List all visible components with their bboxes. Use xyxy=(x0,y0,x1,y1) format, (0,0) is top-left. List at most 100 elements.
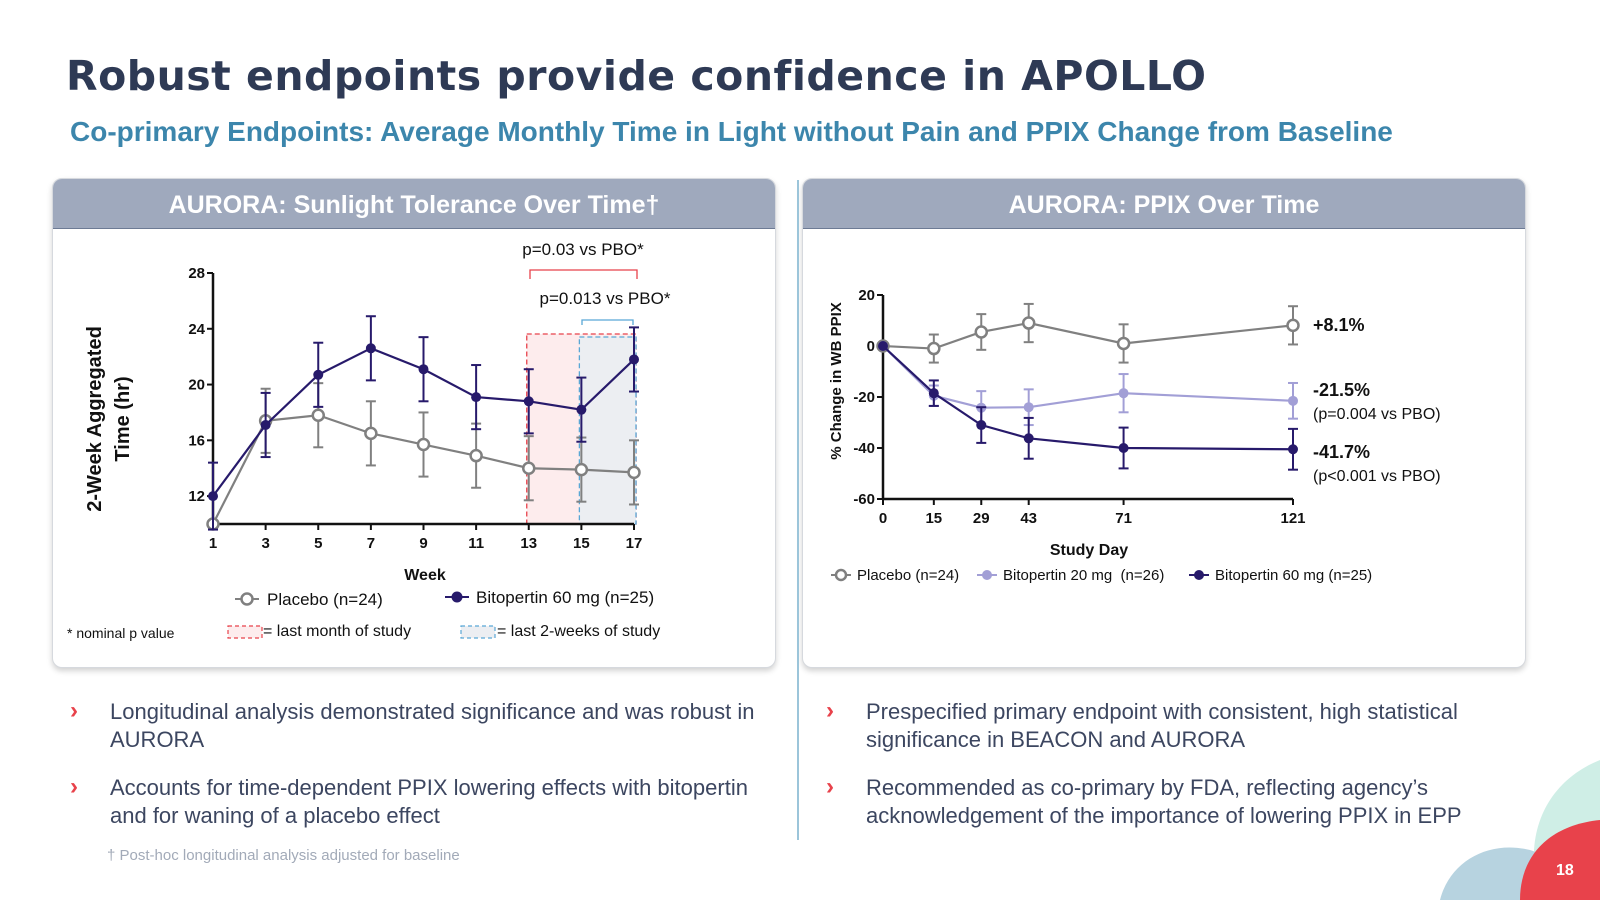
chevron-right-icon: › xyxy=(70,697,78,724)
corner-decoration xyxy=(1440,760,1600,900)
series-line xyxy=(882,345,1294,451)
data-point xyxy=(364,426,378,441)
y-tick-label: 0 xyxy=(867,338,875,355)
column-divider xyxy=(797,180,799,840)
sunlight-tolerance-panel: AURORA: Sunlight Tolerance Over Time† 12… xyxy=(52,178,776,668)
pvalue-month: p=0.03 vs PBO* xyxy=(522,240,644,259)
annotation-bito60-p: (p<0.001 vs PBO) xyxy=(1313,468,1441,485)
data-point xyxy=(260,419,271,430)
x-tick-label: 15 xyxy=(573,535,590,552)
bullet-item: › Accounts for time-dependent PPIX loweri… xyxy=(66,773,766,830)
annotation-placebo: +8.1% xyxy=(1313,315,1365,335)
y-tick-label: -60 xyxy=(853,491,875,508)
pvalue-2weeks-bracket xyxy=(581,319,634,325)
x-tick-label: 7 xyxy=(367,535,375,552)
y-tick-label: 28 xyxy=(188,265,205,282)
bullet-text: Prespecified primary endpoint with consi… xyxy=(866,699,1458,752)
bullet-text: Longitudinal analysis demonstrated signi… xyxy=(110,699,755,752)
data-point xyxy=(522,461,536,475)
x-axis-label-ppix: Study Day xyxy=(1050,542,1128,559)
legend-bito60-label: Bitopertin 60 mg (n=25) xyxy=(476,588,654,607)
x-tick-label: 1 xyxy=(209,535,217,552)
data-point xyxy=(313,369,324,380)
x-tick-label: 5 xyxy=(314,535,322,552)
data-point xyxy=(418,364,429,375)
data-point xyxy=(1288,395,1298,406)
data-point xyxy=(523,396,534,407)
data-point xyxy=(1118,443,1129,453)
x-tick-label: 121 xyxy=(1280,510,1305,527)
chevron-right-icon: › xyxy=(826,773,834,800)
data-point xyxy=(629,354,639,365)
chevron-right-icon: › xyxy=(826,697,834,724)
legend-ppix-bito20-label: Bitopertin 20 mg (n=26) xyxy=(1003,567,1164,584)
x-tick-label: 43 xyxy=(1020,510,1037,527)
data-point xyxy=(469,448,483,463)
y-axis-label-line1: 2-Week Aggregated xyxy=(84,326,106,512)
y-tick-label: 12 xyxy=(188,488,205,505)
x-tick-label: 29 xyxy=(973,510,990,527)
series-0 xyxy=(876,302,1300,364)
data-point xyxy=(928,388,939,399)
data-point xyxy=(416,437,431,452)
page-number: 18 xyxy=(1556,862,1574,879)
data-point xyxy=(311,408,325,422)
data-point xyxy=(927,341,941,356)
data-point xyxy=(1023,402,1034,413)
data-point xyxy=(1286,318,1300,333)
x-tick-label: 3 xyxy=(261,535,269,552)
left-bullets: › Longitudinal analysis demonstrated sign… xyxy=(66,697,766,850)
x-axis-label: Week xyxy=(404,567,446,584)
y-tick-label: 16 xyxy=(188,432,205,449)
x-tick-label: 13 xyxy=(520,535,537,552)
right-bullets: › Prespecified primary endpoint with cons… xyxy=(822,697,1522,850)
y-tick-label: -20 xyxy=(853,389,875,406)
pvalue-month-bracket xyxy=(529,269,638,279)
pvalue-2weeks: p=0.013 vs PBO* xyxy=(540,289,671,308)
data-point xyxy=(627,465,641,480)
data-point xyxy=(976,420,987,431)
data-point xyxy=(208,491,218,502)
data-point xyxy=(1023,433,1034,444)
ppix-chart: -60 -40 -20 0 20 0 15 29 43 71 121 % Change in WB … xyxy=(828,287,1441,584)
data-point xyxy=(365,343,376,354)
legend-bito60: Bitopertin 60 mg (n=25) xyxy=(445,588,654,607)
data-point xyxy=(1021,316,1036,330)
slide-title: Robust endpoints provide confidence in A… xyxy=(66,52,1207,100)
x-tick-label: 0 xyxy=(879,510,887,527)
chevron-right-icon: › xyxy=(70,773,78,800)
legend-ppix-bito60: Bitopertin 60 mg (n=25) xyxy=(1189,567,1372,584)
x-tick-label: 9 xyxy=(419,535,427,552)
annotation-bito60: -41.7% xyxy=(1313,442,1370,462)
data-point xyxy=(974,325,989,339)
x-tick-label: 11 xyxy=(468,535,484,552)
x-tick-label: 15 xyxy=(925,510,942,527)
bullet-item: › Prespecified primary endpoint with cons… xyxy=(822,697,1522,754)
data-point xyxy=(1288,444,1298,455)
x-tick-label: 17 xyxy=(626,535,643,552)
y-axis-label-ppix: % Change in WB PPIX xyxy=(828,302,845,460)
panel-header-ppix: AURORA: PPIX Over Time xyxy=(803,179,1525,229)
footnote: † Post-hoc longitudinal analysis adjuste… xyxy=(107,847,460,864)
y-axis-label-line2: Time (hr) xyxy=(112,376,134,461)
y-tick-label: 24 xyxy=(188,321,205,338)
series-2 xyxy=(878,341,1298,471)
legend-ppix-placebo: Placebo (n=24) xyxy=(831,567,959,584)
series-line xyxy=(882,321,1294,350)
y-tick-label: -40 xyxy=(853,440,875,457)
series-line xyxy=(882,345,1294,409)
series-1 xyxy=(208,315,639,531)
data-point xyxy=(1118,388,1129,399)
legend-ppix-bito60-label: Bitopertin 60 mg (n=25) xyxy=(1215,567,1372,584)
data-point xyxy=(1116,336,1131,351)
legend-month-swatch xyxy=(227,625,263,639)
last-2weeks-region xyxy=(578,336,637,525)
y-tick-label: 20 xyxy=(188,377,205,394)
bullet-text: Recommended as co-primary by FDA, reflec… xyxy=(866,775,1462,828)
bullet-item: › Longitudinal analysis demonstrated sign… xyxy=(66,697,766,754)
panel-header-sunlight: AURORA: Sunlight Tolerance Over Time† xyxy=(53,179,775,229)
slide-subtitle: Co-primary Endpoints: Average Monthly Ti… xyxy=(70,116,1393,147)
legend-month-label: = last month of study xyxy=(263,623,411,640)
legend-ppix-bito20: Bitopertin 20 mg (n=26) xyxy=(977,567,1164,584)
